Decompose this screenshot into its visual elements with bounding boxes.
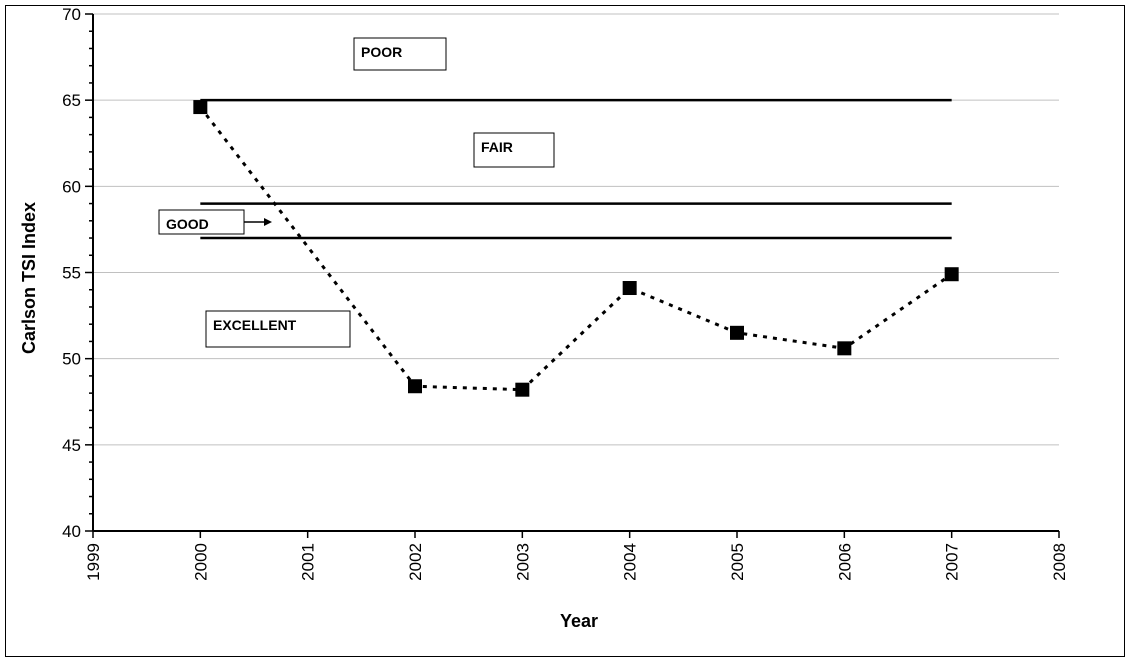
y-tick-label: 65 — [62, 91, 81, 110]
chart-frame: 40 45 50 55 60 65 70 1999 2000 2001 2002 2003 2004 20… — [5, 5, 1125, 657]
y-tick-label: 55 — [62, 264, 81, 283]
x-tick-label: 2006 — [835, 543, 854, 581]
data-point — [837, 341, 852, 356]
y-tick-label: 45 — [62, 436, 81, 455]
x-tick-label: 2003 — [513, 543, 532, 581]
zone-label-fair-box — [473, 132, 555, 168]
data-point — [408, 379, 422, 394]
x-tick-label: 2005 — [728, 543, 747, 581]
x-tick-label: 2008 — [1050, 543, 1069, 581]
x-tick-label: 1999 — [84, 543, 103, 581]
zone-label-good: GOOD — [166, 216, 209, 232]
data-point — [622, 281, 637, 296]
x-tick-label: 2001 — [299, 543, 318, 581]
y-axis-title: Carlson TSI Index — [19, 202, 39, 354]
y-tick-label: 40 — [62, 522, 81, 541]
data-point — [193, 100, 208, 115]
tsi-chart: 40 45 50 55 60 65 70 1999 2000 2001 2002 2003 2004 20… — [19, 6, 1069, 631]
data-point — [730, 325, 744, 340]
zone-label-poor-box — [353, 37, 447, 71]
threshold-lines — [200, 98, 952, 240]
good-arrow-head — [264, 218, 272, 226]
zone-labels: POOR FAIR GOOD EXCELLENT — [158, 37, 555, 348]
x-tick-label: 2000 — [191, 543, 210, 581]
axes: 40 45 50 55 60 65 70 1999 2000 2001 2002 2003 2004 20… — [62, 6, 1069, 581]
y-tick-label: 60 — [62, 177, 81, 196]
y-tick-label: 70 — [62, 6, 81, 24]
x-tick-label: 2004 — [621, 543, 640, 581]
zone-label-poor: POOR — [361, 44, 402, 60]
data-point — [944, 267, 959, 282]
y-tick-label: 50 — [62, 350, 81, 369]
x-tick-label: 2002 — [406, 543, 425, 581]
zone-label-fair: FAIR — [481, 139, 513, 155]
data-series — [193, 100, 959, 397]
x-tick-label: 2007 — [943, 543, 962, 581]
data-point — [515, 382, 530, 397]
zone-label-excellent: EXCELLENT — [213, 317, 297, 333]
zone-label-excellent-box — [205, 310, 351, 348]
x-axis-title: Year — [560, 611, 598, 631]
